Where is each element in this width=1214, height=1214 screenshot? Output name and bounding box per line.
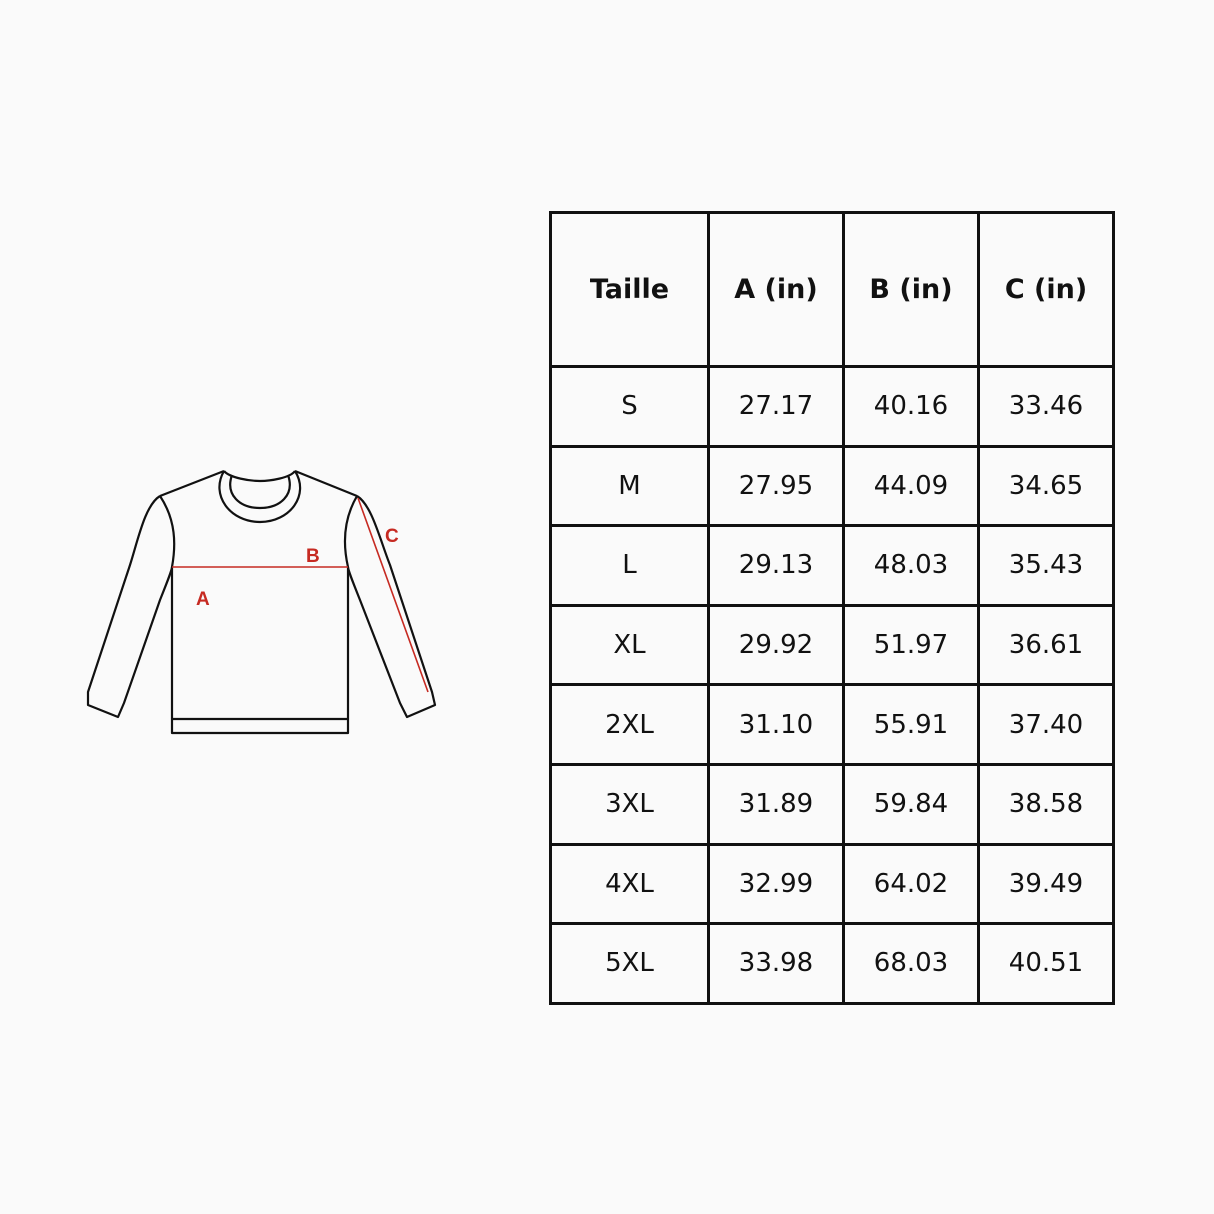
cell-b: 68.03 [842, 922, 980, 1005]
cell-c: 39.49 [977, 842, 1115, 926]
cell-b: 59.84 [842, 762, 980, 846]
cell-a: 27.95 [707, 444, 845, 528]
cell-a: 33.98 [707, 922, 845, 1005]
sweater-outline [86, 469, 437, 735]
measure-line-c [357, 497, 429, 693]
cell-b: 44.09 [842, 444, 980, 528]
label-c: C [385, 526, 399, 547]
table-row: 2XL 31.10 55.91 37.40 [549, 683, 1115, 766]
cell-size: 2XL [549, 683, 710, 766]
cell-c: 34.65 [977, 444, 1115, 528]
cell-a: 29.13 [707, 524, 845, 607]
cell-c: 35.43 [977, 524, 1115, 607]
table-row: 4XL 32.99 64.02 39.49 [549, 842, 1115, 926]
cell-size: 3XL [549, 762, 710, 846]
label-b: B [306, 546, 320, 567]
cell-a: 31.10 [707, 683, 845, 766]
header-size: Taille [549, 211, 710, 368]
cell-a: 27.17 [707, 365, 845, 448]
label-a: A [196, 589, 210, 610]
cell-size: 5XL [549, 922, 710, 1005]
cell-c: 40.51 [977, 922, 1115, 1005]
size-chart-table: Taille A (in) B (in) C (in) S 27.17 40.16 3… [549, 211, 1115, 1005]
table-row: M 27.95 44.09 34.65 [549, 444, 1115, 528]
cell-b: 55.91 [842, 683, 980, 766]
cell-b: 40.16 [842, 365, 980, 448]
cell-c: 37.40 [977, 683, 1115, 766]
cell-size: XL [549, 603, 710, 687]
cell-b: 64.02 [842, 842, 980, 926]
header-a: A (in) [707, 211, 845, 368]
cell-b: 51.97 [842, 603, 980, 687]
cell-a: 29.92 [707, 603, 845, 687]
cell-c: 36.61 [977, 603, 1115, 687]
cell-b: 48.03 [842, 524, 980, 607]
cell-size: 4XL [549, 842, 710, 926]
header-c: C (in) [977, 211, 1115, 368]
table-row: XL 29.92 51.97 36.61 [549, 603, 1115, 687]
cell-a: 32.99 [707, 842, 845, 926]
cell-size: S [549, 365, 710, 448]
table-header-row: Taille A (in) B (in) C (in) [549, 211, 1115, 368]
table-row: S 27.17 40.16 33.46 [549, 365, 1115, 448]
cell-size: M [549, 444, 710, 528]
table-row: L 29.13 48.03 35.43 [549, 524, 1115, 607]
cell-c: 33.46 [977, 365, 1115, 448]
sweater-diagram: A B C [86, 469, 437, 735]
cell-c: 38.58 [977, 762, 1115, 846]
table-row: 5XL 33.98 68.03 40.51 [549, 922, 1115, 1005]
cell-a: 31.89 [707, 762, 845, 846]
table-row: 3XL 31.89 59.84 38.58 [549, 762, 1115, 846]
cell-size: L [549, 524, 710, 607]
header-b: B (in) [842, 211, 980, 368]
